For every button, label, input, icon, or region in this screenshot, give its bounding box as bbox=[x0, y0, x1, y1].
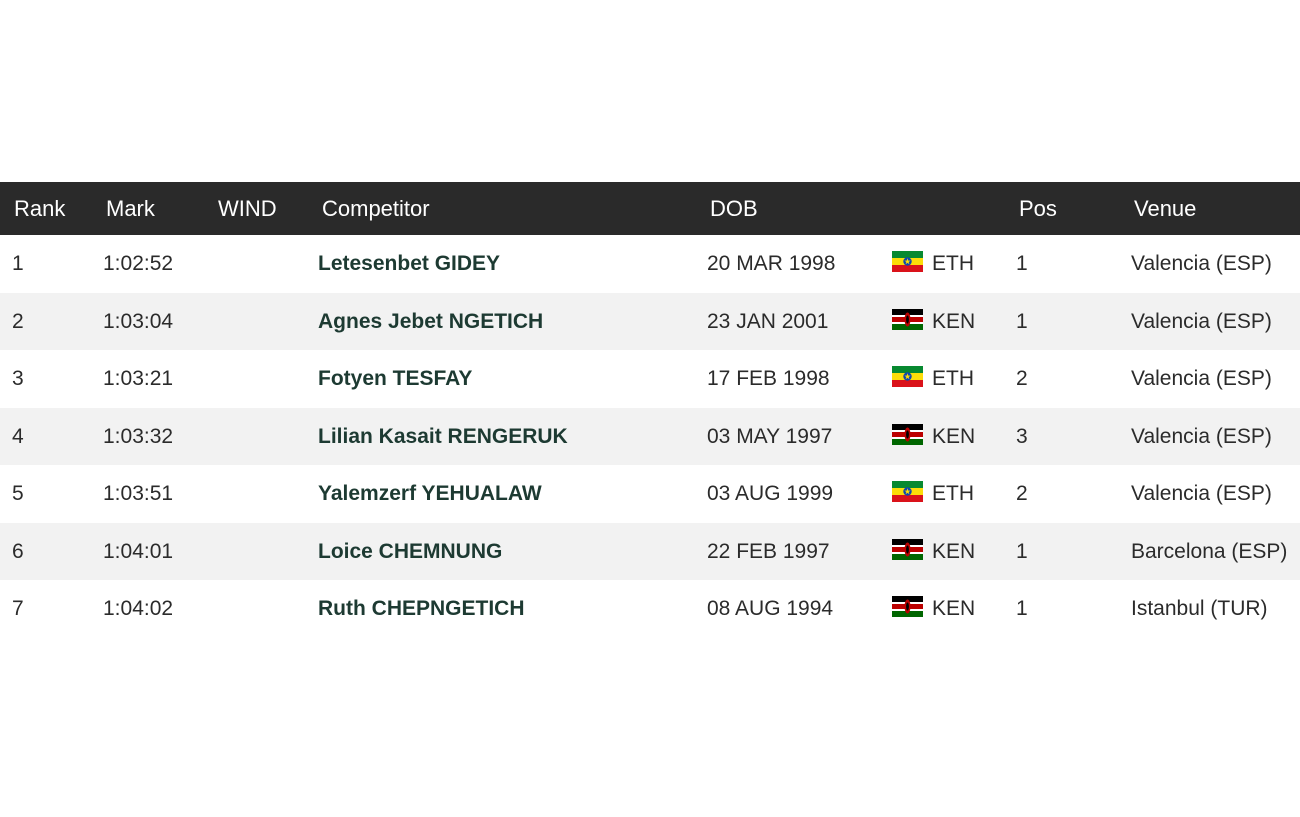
dob-cell: 22 FEB 1997 bbox=[707, 539, 830, 563]
mark-cell: 1:04:02 bbox=[103, 597, 174, 620]
venue-cell: Istanbul (TUR) bbox=[1131, 597, 1268, 620]
venue-cell: Valencia (ESP) bbox=[1131, 252, 1272, 275]
venue-cell: Barcelona (ESP) bbox=[1131, 539, 1288, 563]
header-rank[interactable]: Rank bbox=[14, 196, 66, 221]
header-competitor[interactable]: Competitor bbox=[322, 196, 430, 221]
rank-cell: 1 bbox=[12, 252, 24, 275]
kenya-flag-icon bbox=[892, 308, 923, 330]
mark-cell: 1:04:01 bbox=[103, 539, 174, 563]
table-row: 2 1:03:04 Agnes Jebet NGETICH 23 JAN 200… bbox=[0, 292, 1300, 350]
pos-cell: 2 bbox=[1016, 482, 1028, 505]
table-row: 3 1:03:21 Fotyen TESFAY 17 FEB 1998 ETH … bbox=[0, 350, 1300, 408]
nationality-cell: ETH bbox=[932, 367, 974, 390]
nationality-cell: KEN bbox=[932, 597, 976, 620]
venue-cell: Valencia (ESP) bbox=[1131, 367, 1272, 390]
rank-cell: 3 bbox=[12, 367, 24, 390]
ethiopia-flag-icon bbox=[892, 366, 923, 387]
nationality-cell: ETH bbox=[932, 252, 974, 275]
nationality-cell: KEN bbox=[932, 309, 976, 333]
pos-cell: 3 bbox=[1016, 424, 1028, 448]
rank-cell: 5 bbox=[12, 482, 24, 505]
competitor-link[interactable]: Letesenbet GIDEY bbox=[318, 252, 501, 275]
pos-cell: 1 bbox=[1016, 309, 1028, 333]
header-dob[interactable]: DOB bbox=[710, 196, 758, 221]
table-header: Rank Mark WIND Competitor DOB Pos Venue bbox=[0, 182, 1300, 235]
header-wind[interactable]: WIND bbox=[218, 196, 277, 221]
competitor-link[interactable]: Yalemzerf YEHUALAW bbox=[318, 482, 542, 505]
ethiopia-flag-icon bbox=[892, 251, 923, 272]
venue-cell: Valencia (ESP) bbox=[1131, 309, 1272, 333]
pos-cell: 1 bbox=[1016, 539, 1028, 563]
mark-cell: 1:03:51 bbox=[103, 482, 174, 505]
rank-cell: 2 bbox=[12, 309, 24, 333]
dob-cell: 20 MAR 1998 bbox=[707, 252, 836, 275]
rank-cell: 4 bbox=[12, 424, 24, 448]
nationality-cell: KEN bbox=[932, 424, 976, 448]
dob-cell: 17 FEB 1998 bbox=[707, 367, 830, 390]
competitor-link[interactable]: Fotyen TESFAY bbox=[318, 367, 473, 390]
results-table: Rank Mark WIND Competitor DOB Pos Venue … bbox=[0, 182, 1300, 638]
pos-cell: 2 bbox=[1016, 367, 1028, 390]
pos-cell: 1 bbox=[1016, 597, 1028, 620]
dob-cell: 03 AUG 1999 bbox=[707, 482, 834, 505]
header-pos[interactable]: Pos bbox=[1019, 196, 1057, 221]
dob-cell: 08 AUG 1994 bbox=[707, 597, 834, 620]
table-row: 7 1:04:02 Ruth CHEPNGETICH 08 AUG 1994 K… bbox=[0, 580, 1300, 638]
table-row: 5 1:03:51 Yalemzerf YEHUALAW 03 AUG 1999… bbox=[0, 465, 1300, 523]
venue-cell: Valencia (ESP) bbox=[1131, 424, 1272, 448]
mark-cell: 1:03:04 bbox=[103, 309, 174, 333]
kenya-flag-icon bbox=[892, 538, 923, 560]
nationality-cell: ETH bbox=[932, 482, 974, 505]
rank-cell: 7 bbox=[12, 597, 24, 620]
dob-cell: 03 MAY 1997 bbox=[707, 424, 833, 448]
mark-cell: 1:03:32 bbox=[103, 424, 174, 448]
competitor-link[interactable]: Ruth CHEPNGETICH bbox=[318, 597, 525, 620]
competitor-link[interactable]: Lilian Kasait RENGERUK bbox=[318, 424, 568, 448]
competitor-link[interactable]: Agnes Jebet NGETICH bbox=[318, 309, 544, 333]
ethiopia-flag-icon bbox=[892, 481, 923, 502]
table-row: 4 1:03:32 Lilian Kasait RENGERUK 03 MAY … bbox=[0, 407, 1300, 465]
venue-cell: Valencia (ESP) bbox=[1131, 482, 1272, 505]
kenya-flag-icon bbox=[892, 596, 923, 617]
competitor-link[interactable]: Loice CHEMNUNG bbox=[318, 539, 503, 563]
header-mark[interactable]: Mark bbox=[106, 196, 155, 221]
header-venue[interactable]: Venue bbox=[1134, 196, 1197, 221]
rank-cell: 6 bbox=[12, 539, 24, 563]
pos-cell: 1 bbox=[1016, 252, 1028, 275]
mark-cell: 1:03:21 bbox=[103, 367, 174, 390]
table-row: 6 1:04:01 Loice CHEMNUNG 22 FEB 1997 KEN… bbox=[0, 522, 1300, 580]
dob-cell: 23 JAN 2001 bbox=[707, 309, 829, 333]
mark-cell: 1:02:52 bbox=[103, 252, 174, 275]
table-row: 1 1:02:52 Letesenbet GIDEY 20 MAR 1998 E… bbox=[0, 235, 1300, 293]
nationality-cell: KEN bbox=[932, 539, 976, 563]
kenya-flag-icon bbox=[892, 423, 923, 445]
